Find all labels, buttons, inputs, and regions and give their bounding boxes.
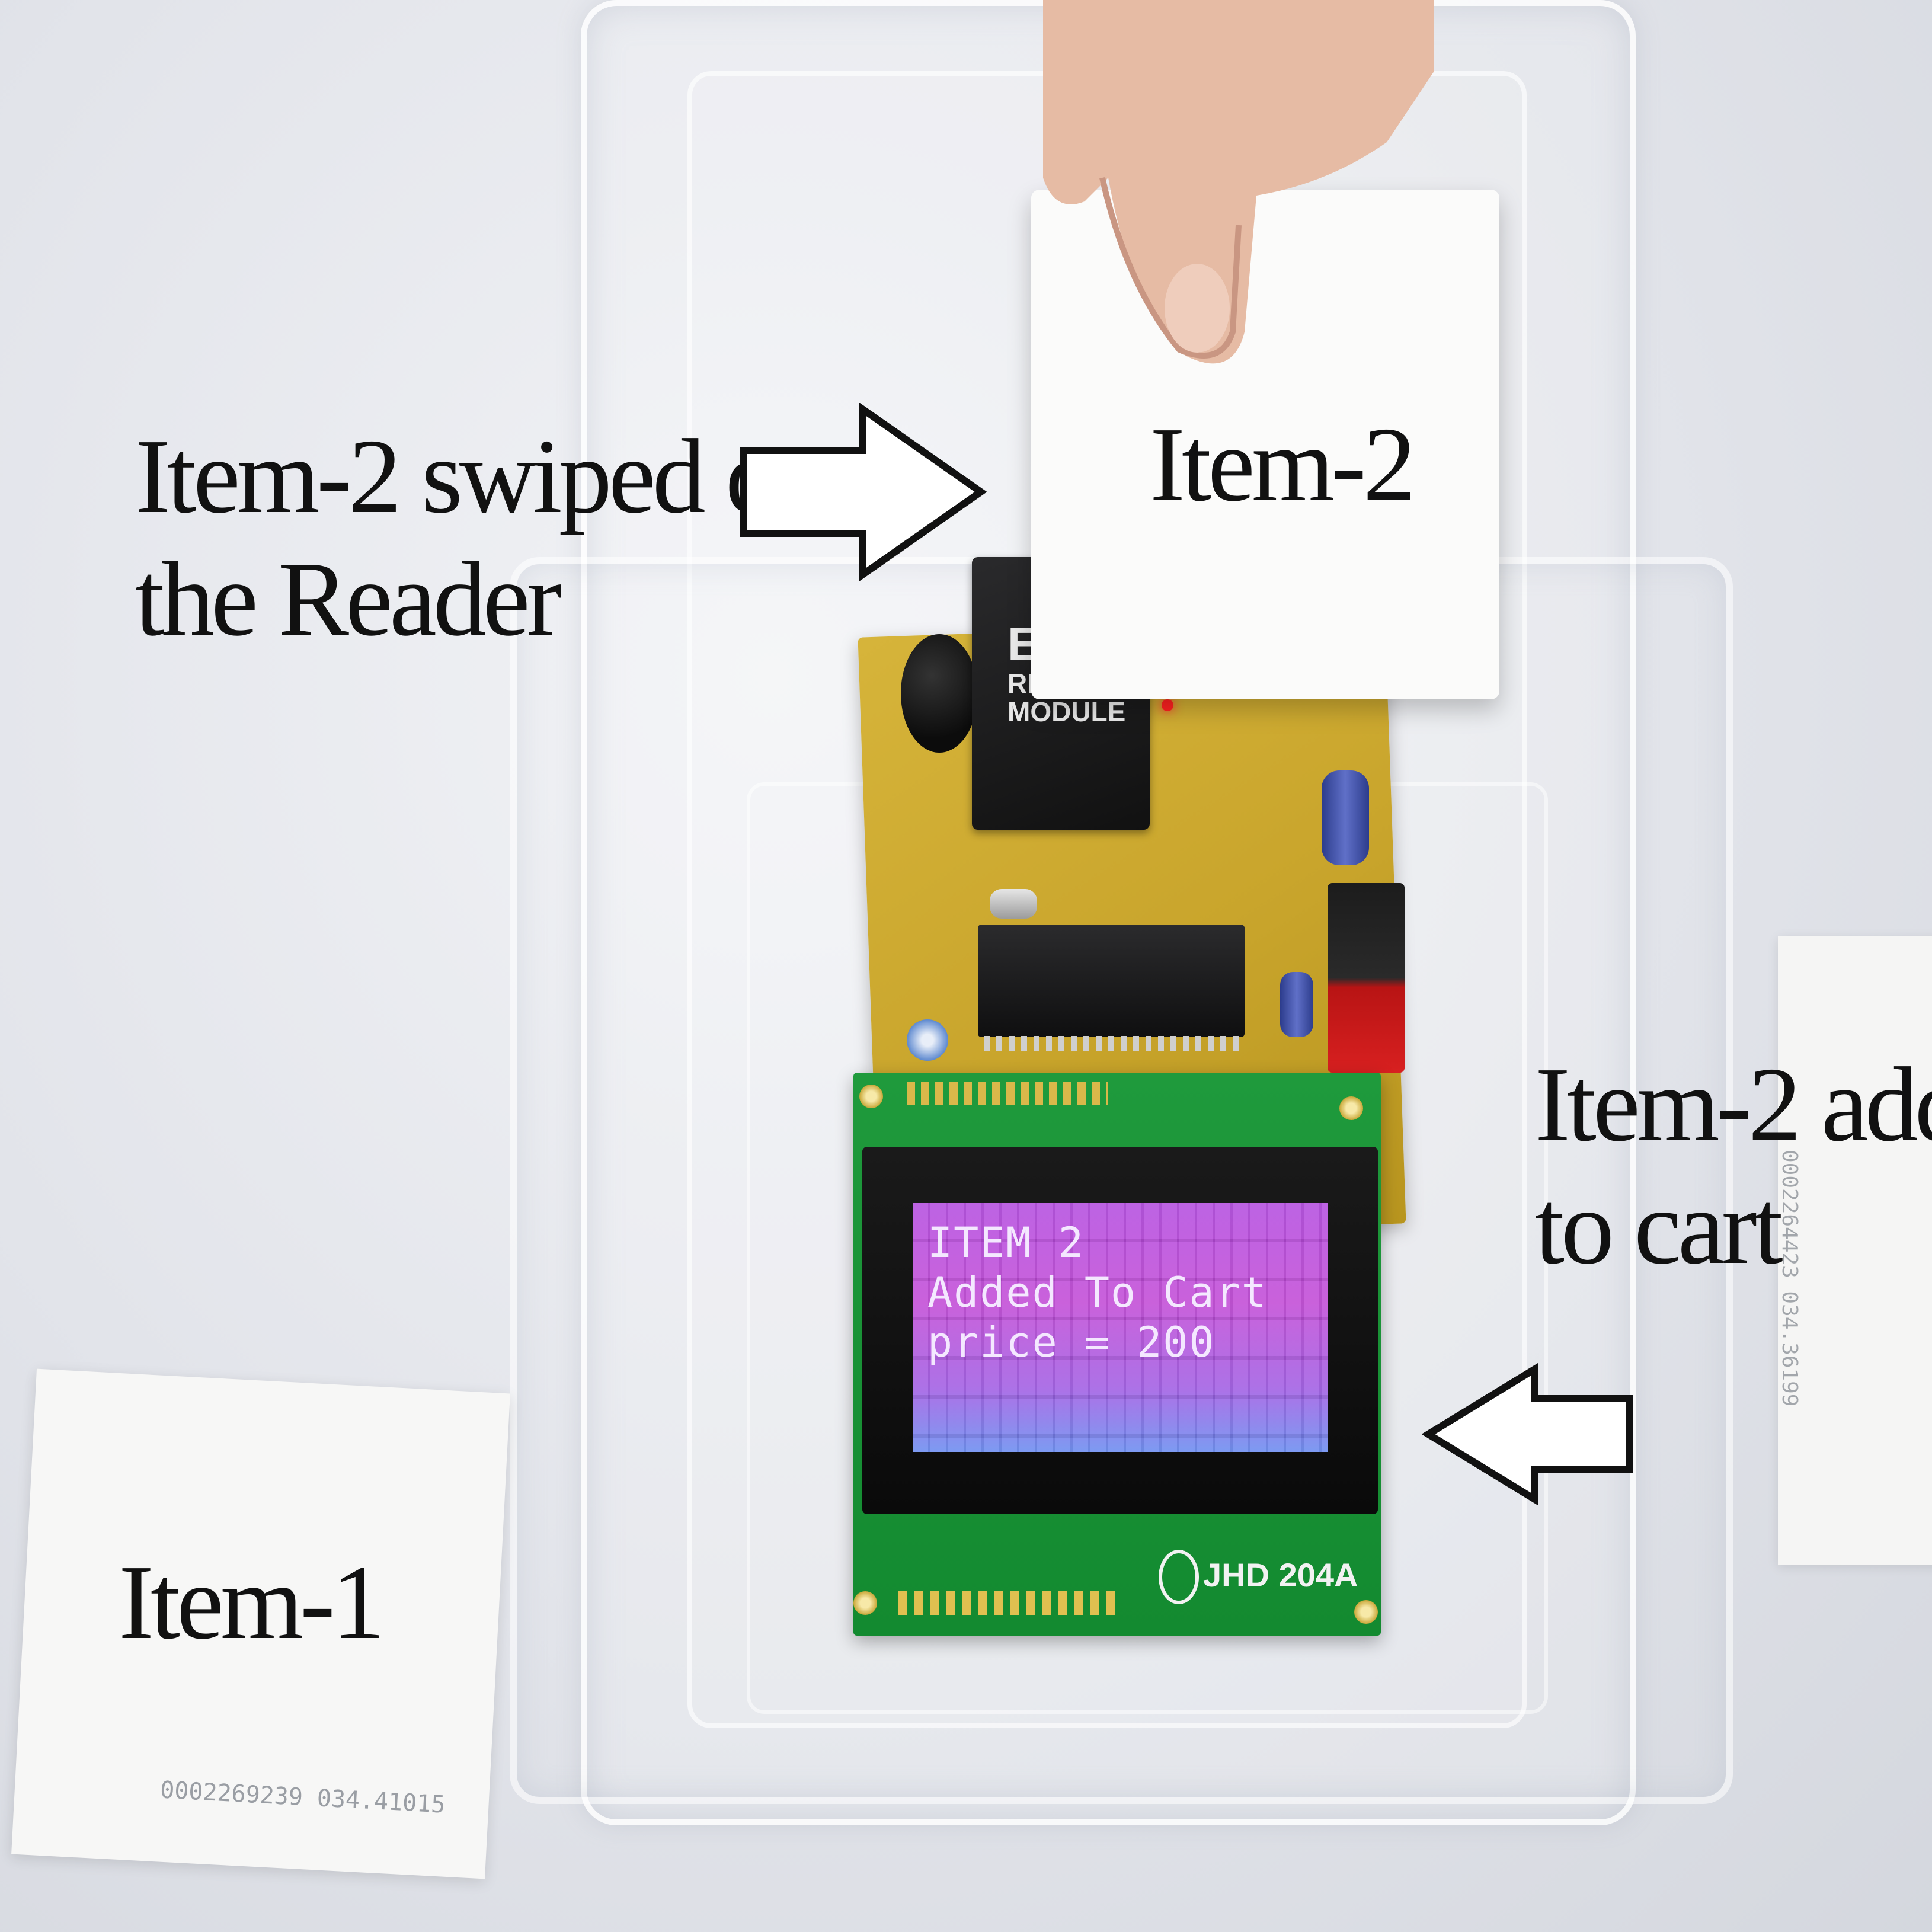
lcd-line-2: Added To Cart <box>927 1268 1268 1317</box>
arrow-right-icon <box>740 403 987 581</box>
lcd-display-text: ITEM 2 Added To Cart price = 200 <box>927 1218 1268 1367</box>
module-label-line3: MODULE <box>1007 696 1126 728</box>
label-swiped-line2: the Reader <box>135 540 562 658</box>
lcd-bottom-pins <box>898 1591 1117 1615</box>
microcontroller-chip <box>978 925 1245 1037</box>
lcd-screen <box>913 1203 1328 1452</box>
power-connector <box>1328 883 1405 1073</box>
label-added-to-cart: Item-2 added to cart <box>1535 1043 1932 1288</box>
contrast-potentiometer <box>907 1019 948 1061</box>
mount-hole <box>853 1591 877 1615</box>
lcd-header-pins <box>907 1082 1108 1105</box>
lcd-line-1: ITEM 2 <box>927 1218 1085 1267</box>
lcd-pixel-grid <box>913 1203 1328 1452</box>
mount-hole <box>1354 1600 1378 1624</box>
label-added-line1: Item-2 added <box>1535 1045 1932 1163</box>
label-added-line2: to cart <box>1535 1168 1783 1286</box>
mount-hole <box>859 1085 883 1108</box>
lcd-model-label: JHD 204A <box>1203 1556 1358 1594</box>
status-led <box>1162 699 1173 711</box>
rfid-card-right <box>1778 936 1932 1565</box>
mount-hole <box>1339 1096 1363 1120</box>
label-item2: Item-2 <box>1150 405 1416 523</box>
jhd-logo-icon <box>1159 1550 1199 1604</box>
buzzer <box>901 634 978 753</box>
lcd-line-3: price = 200 <box>927 1318 1216 1367</box>
hand-icon <box>1043 0 1434 364</box>
arrow-left-icon <box>1422 1363 1633 1505</box>
capacitor <box>1322 770 1369 865</box>
microcontroller-pins <box>984 1036 1239 1051</box>
label-item1: Item-1 <box>119 1543 385 1661</box>
capacitor-small <box>1280 972 1313 1037</box>
rfid-card-item2 <box>1031 190 1499 699</box>
crystal-oscillator <box>990 889 1037 919</box>
